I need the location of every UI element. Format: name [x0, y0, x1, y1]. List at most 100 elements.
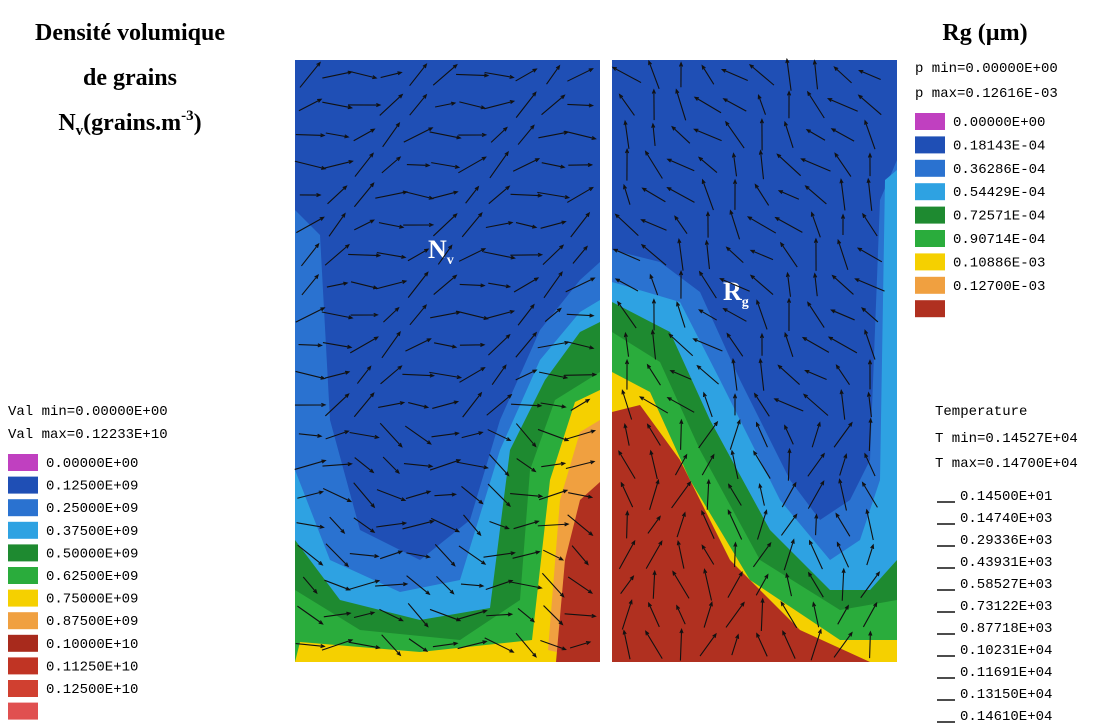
- arrow: [325, 543, 350, 568]
- arrow: [857, 94, 882, 116]
- arrow: [406, 575, 431, 596]
- arrow: [698, 420, 719, 449]
- arrow: [326, 281, 349, 288]
- arrow: [405, 490, 432, 500]
- legend-swatch: [915, 159, 945, 177]
- arrow: [833, 631, 853, 658]
- arrow: [731, 633, 740, 656]
- arrow: [753, 392, 770, 417]
- arrow: [294, 459, 327, 470]
- arrow: [678, 61, 684, 88]
- arrow: [379, 422, 403, 448]
- arrow: [565, 277, 596, 293]
- arrow: [777, 190, 800, 200]
- legend-swatch: [8, 521, 38, 539]
- arrow: [625, 510, 630, 539]
- arrow: [839, 388, 846, 420]
- arrow: [618, 450, 636, 479]
- arrow: [668, 333, 694, 357]
- arrow: [866, 543, 875, 566]
- arrow: [748, 63, 775, 86]
- arrow: [456, 73, 490, 78]
- legend-swatch: [915, 276, 945, 294]
- arrow: [543, 271, 563, 299]
- arrow: [861, 307, 879, 323]
- symbol-unit: (grains.m: [83, 110, 181, 136]
- arrow: [515, 221, 538, 229]
- arrow: [813, 272, 818, 297]
- arrow: [719, 278, 750, 292]
- arrow: [666, 158, 695, 172]
- arrow: [759, 332, 765, 356]
- legend-label: 0.12500E+09: [46, 479, 138, 495]
- arrow: [353, 482, 376, 509]
- arrow: [807, 452, 825, 477]
- legend-swatch: [8, 454, 38, 471]
- arrow: [802, 393, 829, 416]
- arrow: [674, 453, 688, 476]
- legend-swatch: [915, 206, 945, 224]
- arrow: [867, 359, 873, 390]
- arrow: [407, 603, 429, 628]
- legend-min: Val min=0.00000E+00: [8, 404, 168, 420]
- arrow: [435, 101, 457, 108]
- arrow: [515, 423, 537, 448]
- arrow: [782, 630, 796, 659]
- arrow: [484, 637, 515, 653]
- arrow: [463, 514, 482, 537]
- arrow: [699, 632, 717, 657]
- arrow: [757, 94, 767, 115]
- arrow: [862, 212, 878, 237]
- arrow: [510, 581, 543, 590]
- arrow: [725, 246, 744, 264]
- legend-swatch: [8, 567, 38, 584]
- arrow: [808, 539, 823, 570]
- arrow: [701, 509, 715, 539]
- legend-label: 0.11691E+04: [960, 665, 1052, 681]
- contour: [295, 372, 600, 662]
- legend-swatch: [915, 136, 945, 154]
- arrow: [805, 129, 826, 141]
- arrow: [729, 418, 741, 450]
- arrow: [459, 366, 486, 383]
- arrow: [827, 98, 858, 112]
- arrow: [353, 128, 376, 142]
- arrow: [758, 357, 765, 391]
- arrow: [827, 336, 858, 354]
- arrow: [801, 336, 830, 353]
- arrow: [620, 481, 634, 508]
- arrow: [294, 402, 327, 407]
- arrow: [752, 541, 772, 568]
- arrow: [623, 422, 630, 446]
- arrow: [376, 521, 408, 528]
- arrow: [698, 309, 717, 321]
- arrow: [515, 91, 537, 118]
- legend-label: 0.00000E+00: [46, 456, 138, 472]
- arrow: [296, 216, 325, 234]
- arrow: [516, 458, 537, 473]
- arrow: [727, 483, 742, 506]
- arrow: [731, 152, 738, 177]
- arrow: [564, 130, 597, 141]
- legend-swatch: [8, 657, 38, 675]
- arrow: [754, 183, 770, 206]
- arrow: [378, 401, 406, 408]
- arrow: [645, 630, 663, 659]
- arrow: [321, 311, 354, 320]
- legend-max: p max=0.12616E-03: [915, 86, 1058, 102]
- legend-min: T min=0.14527E+04: [935, 431, 1078, 447]
- arrow: [351, 71, 378, 80]
- arrow: [618, 93, 635, 116]
- arrow: [484, 100, 516, 110]
- velocity-arrows: [294, 57, 885, 661]
- arrow: [460, 583, 485, 588]
- arrow: [381, 331, 401, 359]
- arrow: [402, 373, 436, 378]
- arrow: [676, 511, 686, 538]
- arrow: [571, 545, 589, 566]
- legend-label: 0.12500E+10: [46, 682, 138, 698]
- arrow: [376, 489, 407, 502]
- arrow: [408, 638, 429, 653]
- arrow: [510, 493, 544, 499]
- left-plot: Nv: [295, 60, 600, 662]
